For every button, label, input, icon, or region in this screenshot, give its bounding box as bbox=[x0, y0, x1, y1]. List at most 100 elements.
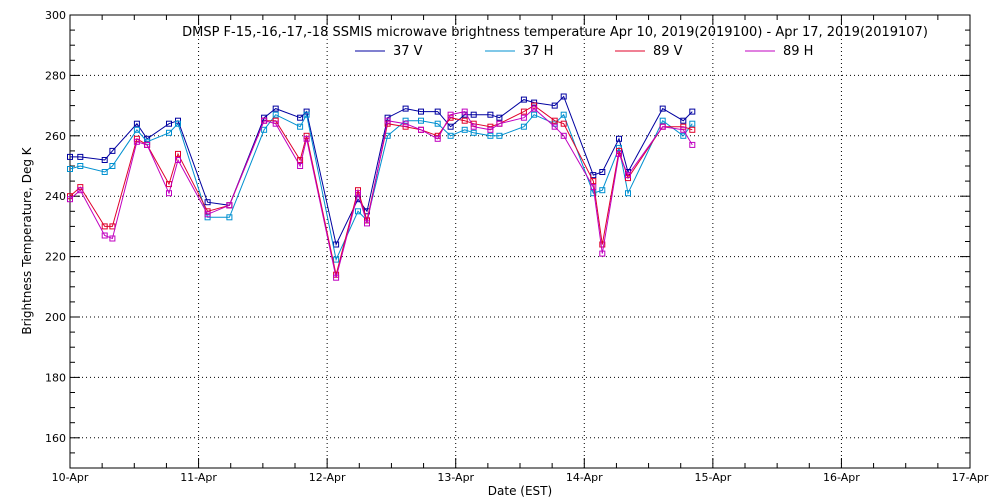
data-point bbox=[175, 150, 181, 157]
x-tick-label: 10-Apr bbox=[52, 471, 89, 484]
data-point bbox=[402, 120, 409, 127]
data-point bbox=[109, 235, 116, 242]
data-point bbox=[297, 123, 304, 130]
data-point bbox=[625, 190, 631, 197]
chart-title: DMSP F-15,-16,-17,-18 SSMIS microwave br… bbox=[182, 25, 928, 40]
data-point bbox=[520, 96, 527, 103]
data-point bbox=[680, 126, 687, 133]
data-point bbox=[551, 123, 558, 130]
y-tick-label: 280 bbox=[45, 69, 66, 82]
y-tick-label: 160 bbox=[45, 432, 66, 445]
data-point bbox=[101, 232, 108, 239]
data-point bbox=[133, 138, 140, 145]
data-point bbox=[461, 126, 468, 133]
data-point bbox=[689, 120, 696, 127]
data-point bbox=[384, 117, 391, 124]
data-point bbox=[470, 111, 477, 118]
y-axis-label: Brightness Temperature, Deg K bbox=[20, 146, 34, 334]
data-point bbox=[625, 172, 631, 179]
data-point bbox=[67, 196, 73, 203]
plot-frame bbox=[69, 14, 971, 469]
data-point bbox=[133, 126, 140, 133]
data-point bbox=[355, 208, 361, 215]
data-point bbox=[616, 135, 622, 142]
data-point bbox=[560, 120, 567, 127]
data-point bbox=[470, 123, 477, 130]
x-axis-label: Date (EST) bbox=[488, 484, 552, 498]
data-point bbox=[261, 117, 268, 124]
data-point bbox=[272, 111, 279, 118]
data-point bbox=[333, 274, 340, 281]
data-point bbox=[487, 132, 494, 139]
data-point bbox=[560, 111, 567, 118]
data-point bbox=[418, 126, 424, 133]
data-point bbox=[560, 132, 567, 139]
data-point bbox=[496, 120, 503, 127]
legend-label: 89 H bbox=[783, 44, 813, 59]
data-point bbox=[520, 108, 527, 115]
series-group bbox=[67, 93, 696, 281]
data-point bbox=[487, 111, 494, 118]
data-point bbox=[204, 199, 211, 206]
x-tick-label: 11-Apr bbox=[180, 471, 217, 484]
data-point bbox=[333, 256, 340, 263]
y-tick-label: 200 bbox=[45, 311, 66, 324]
data-point bbox=[144, 141, 151, 148]
data-point bbox=[680, 132, 687, 139]
data-point bbox=[133, 120, 140, 127]
data-point bbox=[226, 214, 233, 221]
data-point bbox=[272, 105, 279, 112]
data-point bbox=[67, 153, 73, 160]
x-tick-label: 16-Apr bbox=[823, 471, 860, 484]
data-point bbox=[166, 120, 172, 127]
grid bbox=[70, 15, 970, 468]
data-point bbox=[297, 157, 304, 163]
data-point bbox=[297, 114, 304, 121]
data-point bbox=[496, 132, 503, 139]
data-point bbox=[560, 93, 567, 100]
data-point bbox=[447, 132, 454, 139]
data-point bbox=[333, 241, 340, 248]
data-point bbox=[77, 187, 84, 194]
data-point bbox=[77, 163, 84, 169]
data-point bbox=[101, 223, 108, 230]
data-point bbox=[447, 123, 454, 130]
data-point bbox=[496, 114, 503, 121]
legend-label: 37 V bbox=[393, 44, 423, 59]
data-point bbox=[531, 105, 538, 112]
data-point bbox=[364, 220, 370, 227]
x-tick-label: 17-Apr bbox=[952, 471, 989, 484]
x-tick-label: 15-Apr bbox=[694, 471, 731, 484]
data-point bbox=[599, 241, 606, 248]
data-point bbox=[434, 135, 441, 142]
series-89-h bbox=[67, 105, 696, 281]
data-point bbox=[447, 111, 454, 118]
y-tick-label: 260 bbox=[45, 130, 66, 143]
data-point bbox=[101, 157, 108, 163]
series-line bbox=[69, 105, 693, 275]
data-point bbox=[204, 211, 211, 218]
data-point bbox=[418, 117, 424, 124]
data-point bbox=[109, 163, 116, 169]
series-line bbox=[70, 95, 693, 247]
x-tick-label: 14-Apr bbox=[566, 471, 603, 484]
x-tick-label: 13-Apr bbox=[437, 471, 474, 484]
data-point bbox=[418, 108, 424, 115]
data-point bbox=[297, 163, 304, 169]
data-point bbox=[303, 111, 310, 118]
y-tick-label: 300 bbox=[45, 9, 66, 22]
data-point bbox=[166, 129, 172, 136]
data-point bbox=[487, 126, 494, 133]
data-point bbox=[175, 120, 181, 127]
data-point bbox=[659, 123, 666, 130]
data-point bbox=[551, 117, 558, 124]
y-tick-label: 220 bbox=[45, 251, 66, 264]
data-point bbox=[599, 250, 606, 257]
data-point bbox=[261, 126, 268, 133]
data-point bbox=[355, 190, 361, 197]
data-point bbox=[272, 120, 279, 127]
data-point bbox=[659, 105, 666, 112]
data-point bbox=[531, 111, 538, 118]
data-point bbox=[67, 166, 73, 172]
